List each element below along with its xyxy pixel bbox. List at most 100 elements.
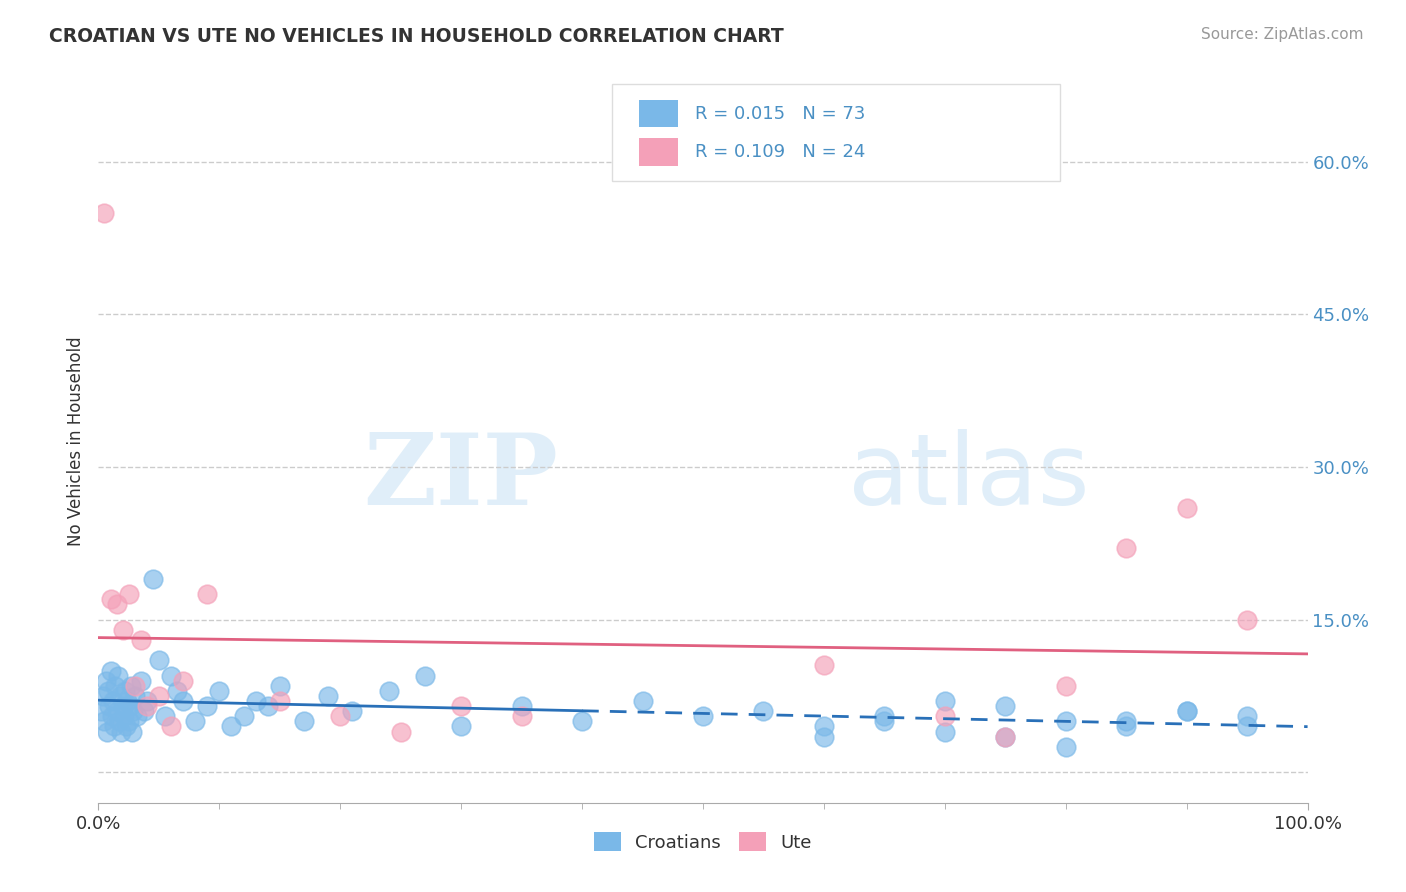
Point — [135, 699, 157, 714]
Point — [994, 730, 1017, 744]
Point — [105, 704, 128, 718]
Point — [111, 623, 134, 637]
Point — [232, 709, 254, 723]
Point — [631, 694, 654, 708]
Point — [129, 673, 152, 688]
Point — [1175, 704, 1198, 718]
Point — [195, 699, 218, 714]
Point — [122, 704, 145, 718]
Point — [115, 719, 138, 733]
Point — [93, 205, 115, 219]
Point — [129, 632, 152, 647]
Point — [413, 668, 436, 682]
Point — [934, 724, 956, 739]
Point — [1236, 719, 1258, 733]
Point — [108, 689, 131, 703]
Text: R = 0.109   N = 24: R = 0.109 N = 24 — [695, 143, 865, 161]
Point — [100, 709, 122, 723]
Point — [342, 704, 364, 718]
Point — [873, 709, 896, 723]
Point — [184, 714, 207, 729]
Point — [107, 668, 129, 682]
Point — [112, 709, 135, 723]
Point — [692, 709, 714, 723]
Point — [389, 724, 412, 739]
Point — [148, 653, 170, 667]
Point — [118, 587, 141, 601]
Point — [160, 719, 183, 733]
Point — [172, 694, 194, 708]
Point — [93, 714, 115, 729]
Point — [135, 694, 157, 708]
Point — [172, 673, 194, 688]
Point — [934, 709, 956, 723]
Point — [256, 699, 278, 714]
Point — [1115, 714, 1137, 729]
Point — [110, 724, 132, 739]
Legend: Croatians, Ute: Croatians, Ute — [586, 825, 820, 859]
Point — [813, 658, 835, 673]
Point — [104, 679, 127, 693]
Point — [96, 724, 118, 739]
Point — [105, 598, 128, 612]
Point — [377, 684, 399, 698]
Point — [329, 709, 352, 723]
Point — [94, 673, 117, 688]
Point — [221, 719, 243, 733]
Point — [1054, 739, 1077, 754]
Point — [118, 699, 141, 714]
Y-axis label: No Vehicles in Household: No Vehicles in Household — [66, 336, 84, 547]
Point — [934, 694, 956, 708]
Point — [292, 714, 315, 729]
Point — [114, 684, 136, 698]
Point — [101, 694, 124, 708]
Point — [510, 709, 533, 723]
Text: Source: ZipAtlas.com: Source: ZipAtlas.com — [1201, 27, 1364, 42]
Point — [873, 714, 896, 729]
Point — [1115, 541, 1137, 556]
Point — [316, 689, 339, 703]
Point — [269, 694, 291, 708]
Point — [97, 684, 120, 698]
Point — [166, 684, 188, 698]
Point — [98, 699, 121, 714]
Point — [148, 689, 170, 703]
Point — [195, 587, 218, 601]
Point — [91, 689, 114, 703]
Point — [571, 714, 593, 729]
Point — [134, 704, 156, 718]
Point — [124, 679, 146, 693]
Point — [245, 694, 267, 708]
Point — [450, 699, 472, 714]
Point — [121, 724, 143, 739]
Point — [813, 730, 835, 744]
FancyBboxPatch shape — [638, 100, 678, 128]
Point — [118, 714, 141, 729]
Point — [1236, 709, 1258, 723]
Point — [108, 714, 131, 729]
Point — [111, 699, 134, 714]
Point — [124, 689, 146, 703]
Point — [269, 679, 291, 693]
Point — [103, 719, 125, 733]
Point — [142, 572, 165, 586]
Point — [1175, 500, 1198, 515]
Point — [1175, 704, 1198, 718]
Point — [813, 719, 835, 733]
Point — [120, 679, 142, 693]
Point — [1054, 679, 1077, 693]
Point — [127, 709, 149, 723]
FancyBboxPatch shape — [638, 138, 678, 166]
Point — [153, 709, 176, 723]
Point — [994, 699, 1017, 714]
Text: CROATIAN VS UTE NO VEHICLES IN HOUSEHOLD CORRELATION CHART: CROATIAN VS UTE NO VEHICLES IN HOUSEHOLD… — [49, 27, 785, 45]
Text: R = 0.015   N = 73: R = 0.015 N = 73 — [695, 104, 865, 122]
Point — [90, 704, 112, 718]
Point — [160, 668, 183, 682]
Point — [450, 719, 472, 733]
Point — [752, 704, 775, 718]
Point — [117, 694, 139, 708]
Text: ZIP: ZIP — [363, 429, 558, 526]
FancyBboxPatch shape — [613, 84, 1060, 181]
Point — [510, 699, 533, 714]
